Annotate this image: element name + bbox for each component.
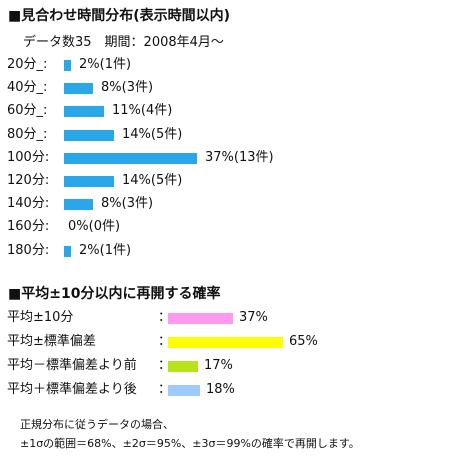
- probability-colon: ：: [158, 310, 172, 325]
- distribution-category-label: 140分:: [7, 196, 50, 211]
- distribution-title: ■見合わせ時間分布(表示時間以内): [8, 8, 231, 24]
- distribution-category-label: 180分:: [7, 243, 50, 258]
- probability-category-label: 平均＋標準偏差より後: [7, 382, 137, 397]
- distribution-category-label: 20分_:: [7, 57, 48, 72]
- distribution-value-label: 14%(5件): [122, 173, 183, 188]
- probability-bar: [168, 313, 233, 324]
- footnote-line-1: 正規分布に従うデータの場合、: [20, 418, 174, 431]
- distribution-value-label: 2%(1件): [79, 57, 132, 72]
- distribution-category-label: 120分:: [7, 173, 50, 188]
- distribution-value-label: 8%(3件): [101, 196, 154, 211]
- distribution-category-label: 60分_:: [7, 103, 48, 118]
- distribution-value-label: 37%(13件): [205, 150, 274, 165]
- distribution-bar: [64, 199, 93, 210]
- probability-category-label: 平均±標準偏差: [7, 334, 96, 349]
- probability-bar: [168, 385, 200, 396]
- distribution-bar: [64, 60, 71, 71]
- distribution-category-label: 160分:: [7, 219, 50, 234]
- probability-value-label: 18%: [206, 382, 235, 397]
- distribution-category-label: 100分:: [7, 150, 50, 165]
- probability-bar: [168, 361, 198, 372]
- probability-title: ■平均±10分以内に再開する確率: [8, 286, 221, 302]
- distribution-bar: [64, 130, 114, 141]
- distribution-value-label: 11%(4件): [112, 103, 173, 118]
- distribution-count-period: データ数35 期間：2008年4月～: [23, 35, 224, 50]
- distribution-bar: [64, 83, 93, 94]
- footnote-line-2: ±1σの範囲＝68%、±2σ＝95%、±3σ＝99%の確率で再開します。: [20, 437, 360, 450]
- probability-value-label: 37%: [239, 310, 268, 325]
- distribution-value-label: 14%(5件): [122, 127, 183, 142]
- distribution-category-label: 40分_:: [7, 80, 48, 95]
- probability-bar: [168, 337, 283, 348]
- distribution-bar: [64, 176, 114, 187]
- distribution-bar: [64, 106, 104, 117]
- distribution-bar: [64, 153, 197, 164]
- probability-value-label: 65%: [289, 334, 318, 349]
- distribution-bar: [64, 246, 71, 257]
- probability-colon: ：: [158, 382, 172, 397]
- distribution-value-label: 2%(1件): [79, 243, 132, 258]
- probability-category-label: 平均－標準偏差より前: [7, 358, 137, 373]
- distribution-value-label: 0%(0件): [68, 219, 121, 234]
- probability-value-label: 17%: [204, 358, 233, 373]
- probability-colon: ：: [158, 334, 172, 349]
- distribution-value-label: 8%(3件): [101, 80, 154, 95]
- probability-category-label: 平均±10分: [7, 310, 74, 325]
- distribution-category-label: 80分_:: [7, 127, 48, 142]
- probability-colon: ：: [158, 358, 172, 373]
